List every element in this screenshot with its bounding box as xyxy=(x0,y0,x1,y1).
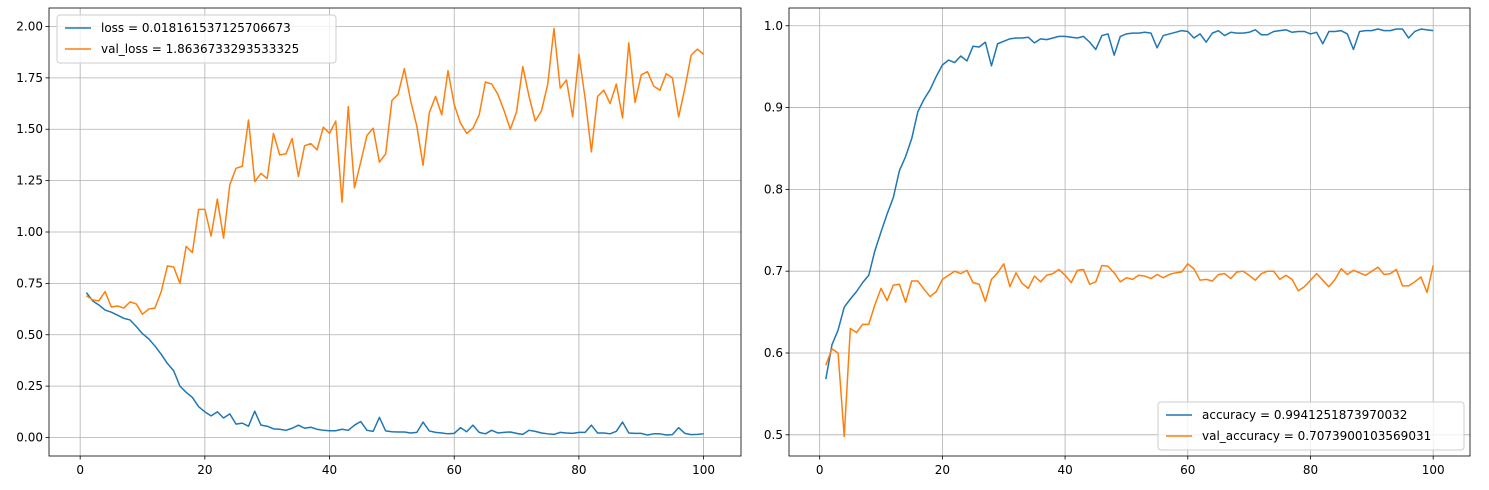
y-tick-label: 1.50 xyxy=(16,122,43,136)
x-tick-label: 60 xyxy=(1180,463,1195,477)
legend-label-0: loss = 0.018161537125706673 xyxy=(101,21,291,35)
y-tick-label: 0.25 xyxy=(16,379,43,393)
y-tick-label: 0.9 xyxy=(764,101,783,115)
x-tick-label: 80 xyxy=(1303,463,1318,477)
x-tick-label: 40 xyxy=(322,463,337,477)
x-axis: 0 20 40 60 80 100 xyxy=(816,456,1445,477)
x-tick-label: 40 xyxy=(1057,463,1072,477)
x-tick-label: 20 xyxy=(197,463,212,477)
plot-frame xyxy=(788,7,1471,457)
y-tick-label: 1.75 xyxy=(16,71,43,85)
legend-label-1: val_accuracy = 0.7073900103569031 xyxy=(1202,429,1431,443)
y-tick-label: 0.75 xyxy=(16,276,43,290)
y-tick-label: 0.7 xyxy=(764,264,783,278)
y-axis: 0.5 0.6 0.7 0.8 0.9 1.0 xyxy=(764,19,789,442)
x-tick-label: 0 xyxy=(76,463,84,477)
y-tick-label: 1.25 xyxy=(16,174,43,188)
grid xyxy=(49,8,741,456)
x-tick-label: 100 xyxy=(1422,463,1445,477)
legend: loss = 0.018161537125706673 val_loss = 1.… xyxy=(56,14,337,64)
y-tick-label: 1.00 xyxy=(16,225,43,239)
y-axis: 0.00 0.25 0.50 0.75 1.00 1.25 1.50 1.75 2.00 xyxy=(16,19,49,445)
x-tick-label: 0 xyxy=(816,463,824,477)
y-tick-label: 0.6 xyxy=(764,346,783,360)
y-tick-label: 0.00 xyxy=(16,431,43,445)
legend-box xyxy=(1157,401,1465,451)
legend-label-1: val_loss = 1.8636733293533325 xyxy=(101,42,299,56)
y-tick-label: 0.5 xyxy=(764,428,783,442)
x-tick-label: 60 xyxy=(447,463,462,477)
x-tick-label: 80 xyxy=(571,463,586,477)
legend-label-0: accuracy = 0.9941251873970032 xyxy=(1202,408,1407,422)
series-line-1 xyxy=(85,27,705,315)
y-tick-label: 2.00 xyxy=(16,19,43,33)
series-line-0 xyxy=(85,292,704,436)
x-tick-label: 100 xyxy=(692,463,715,477)
loss-chart: 0 20 40 60 80 100 0.00 0.25 0.50 0.75 1.00 1.25 1.50… xyxy=(16,7,742,477)
x-axis: 0 20 40 60 80 100 xyxy=(76,456,715,477)
legend-box xyxy=(56,14,337,64)
x-tick-label: 20 xyxy=(935,463,950,477)
legend: accuracy = 0.9941251873970032 val_accurac… xyxy=(1157,401,1465,451)
accuracy-chart: 0 20 40 60 80 100 0.5 0.6 0.7 0.8 0.9 1.0 accuracy =… xyxy=(764,7,1471,477)
y-tick-label: 0.8 xyxy=(764,182,783,196)
series-line-1 xyxy=(825,263,1434,438)
y-tick-label: 0.50 xyxy=(16,328,43,342)
y-tick-label: 1.0 xyxy=(764,19,783,33)
series-line-0 xyxy=(825,28,1434,380)
